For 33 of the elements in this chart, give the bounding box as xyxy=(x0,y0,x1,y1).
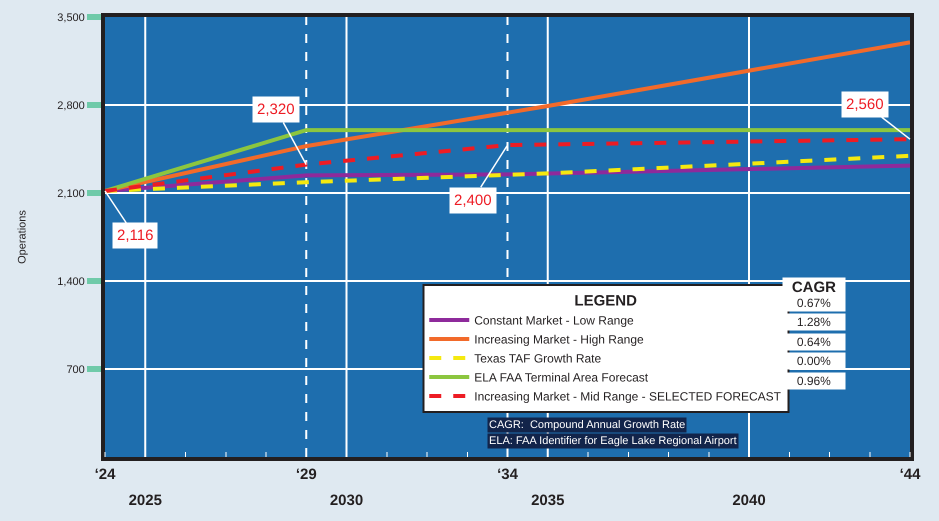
x2-tick-label: ‘29 xyxy=(296,466,317,483)
annotation: 2,116 xyxy=(117,227,154,244)
x2-tick-label: ‘24 xyxy=(94,466,116,483)
y-tick-label: 2,800 xyxy=(57,100,85,112)
x-tick-label: 2030 xyxy=(330,492,364,509)
annotation: CAGR xyxy=(792,279,836,296)
legend-label: Increasing Market - High Range xyxy=(474,332,644,347)
legend-label: Increasing Market - Mid Range - SELECTED FORECAST xyxy=(474,390,782,404)
line-series xyxy=(105,154,910,193)
annotation: 0.00% xyxy=(796,354,832,368)
annotation: 2,320 xyxy=(257,101,295,118)
y-tick-label: 3,500 xyxy=(57,12,85,24)
legend-title: LEGEND xyxy=(574,292,638,310)
annotation: 2,560 xyxy=(846,96,884,113)
legend-label: ELA FAA Terminal Area Forecast xyxy=(474,370,649,385)
y-tick-label: 700 xyxy=(66,364,85,376)
annotation: ELA: FAA Identifier for Eagle Lake Regional Airport xyxy=(489,435,737,447)
legend-label: Texas TAF Growth Rate xyxy=(474,352,602,366)
y-axis-title: Operations xyxy=(16,210,28,264)
annotation: CAGR: Compound Annual Growth Rate xyxy=(489,419,686,431)
annotation: 0.64% xyxy=(796,335,832,349)
x2-tick-label: ‘44 xyxy=(900,466,922,483)
annotation: 1.28% xyxy=(796,315,832,329)
x-tick-label: 2035 xyxy=(531,492,564,509)
legend-label: Constant Market - Low Range xyxy=(474,314,634,328)
x-tick-label: 2040 xyxy=(732,492,766,509)
x-tick-label: 2025 xyxy=(128,492,162,509)
x2-tick-label: ‘34 xyxy=(497,466,519,483)
y-tick-label: 1,400 xyxy=(57,276,85,288)
annotation: 0.67% xyxy=(796,296,832,310)
y-tick-label: 2,100 xyxy=(57,188,85,200)
annotation: 0.96% xyxy=(796,374,832,388)
annotation: 2,400 xyxy=(454,192,492,209)
